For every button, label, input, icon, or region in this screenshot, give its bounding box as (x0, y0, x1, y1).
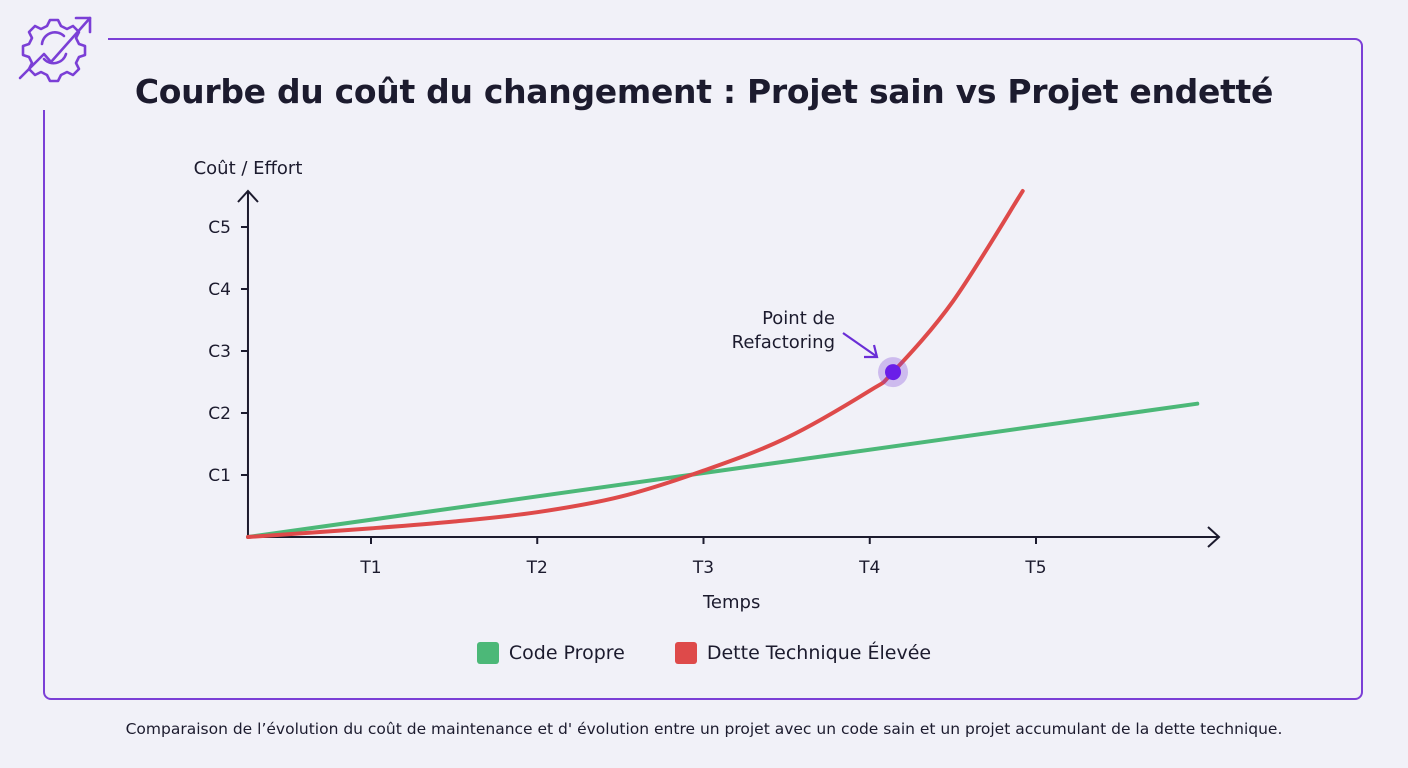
x-tick-label: T4 (858, 558, 880, 578)
series-line-dette-technique (245, 189, 1025, 539)
x-axis-label: Temps (702, 592, 760, 613)
y-tick-label: C1 (208, 466, 231, 486)
annotation-arrow (842, 332, 877, 357)
chart-frame (43, 38, 1363, 700)
y-axis-arrow (237, 189, 259, 203)
annotation-arrowhead (864, 344, 879, 359)
series-line-code-propre (245, 401, 1200, 539)
x-tick-label: T5 (1024, 558, 1046, 578)
caption: Comparaison de l’évolution du coût de ma… (125, 720, 1283, 738)
legend-swatch-green (476, 642, 499, 664)
legend-item-dette-technique: Dette Technique Élevée (674, 642, 932, 664)
y-tick-label: C3 (208, 342, 231, 362)
legend: Code Propre Dette Technique Élevée (0, 642, 1408, 664)
x-tick-label: T1 (359, 558, 381, 578)
y-tick-label: C2 (208, 404, 231, 424)
y-tick-label: C5 (208, 218, 231, 238)
y-axis-label: Coût / Effort (194, 158, 303, 179)
chart-title: Courbe du coût du changement : Projet sa… (134, 72, 1274, 111)
x-axis-arrow (1207, 526, 1221, 548)
frame-gap (30, 20, 108, 110)
x-tick-label: T3 (692, 558, 714, 578)
x-tick-label: T2 (526, 558, 548, 578)
legend-swatch-red (674, 642, 697, 664)
legend-label: Code Propre (508, 642, 625, 664)
legend-label: Dette Technique Élevée (706, 642, 932, 664)
refactoring-point (885, 364, 902, 381)
y-tick-label: C4 (208, 280, 231, 300)
gear-with-rising-arrow-icon (18, 16, 92, 83)
annotation-label-line2: Refactoring (732, 332, 835, 353)
annotation-label-line1: Point de (762, 308, 835, 329)
legend-item-code-propre: Code Propre (476, 642, 625, 664)
